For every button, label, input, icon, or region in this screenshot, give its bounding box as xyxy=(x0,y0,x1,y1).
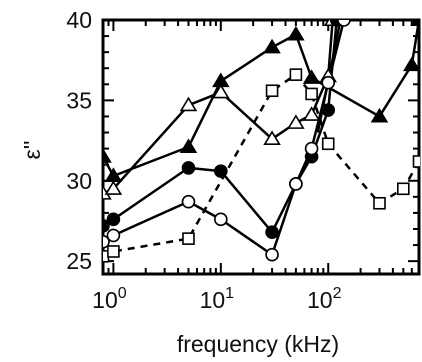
data-point-series-2 xyxy=(321,103,336,117)
data-point-series-3 xyxy=(214,212,228,227)
data-point-series-3 xyxy=(103,235,110,249)
data-point-series-0 xyxy=(103,148,112,163)
data-point-series-4 xyxy=(107,245,120,258)
data-point-series-4 xyxy=(182,232,195,245)
data-point-series-0 xyxy=(179,138,198,154)
y-tick-label: 35 xyxy=(66,87,92,113)
data-point-series-0 xyxy=(287,25,305,41)
data-point-series-3 xyxy=(289,177,303,191)
x-tick-label: 102 xyxy=(307,285,342,313)
data-point-series-0 xyxy=(302,69,321,84)
data-point-series-4 xyxy=(305,87,318,101)
data-point-series-4 xyxy=(412,155,420,168)
series-markers xyxy=(103,20,420,263)
data-point-series-0 xyxy=(410,20,420,27)
data-point-series-1 xyxy=(179,96,198,112)
y-tick-label: 30 xyxy=(66,168,92,194)
data-point-series-1 xyxy=(263,130,281,146)
data-point-series-2 xyxy=(214,164,228,178)
x-axis-label: frequency (kHz) xyxy=(177,331,339,357)
data-point-series-1 xyxy=(287,114,305,129)
y-axis-label: ε'' xyxy=(19,140,45,159)
series-line-4 xyxy=(103,73,420,258)
data-point-series-0 xyxy=(403,56,420,72)
x-tick-label: 101 xyxy=(200,285,235,313)
x-tick-label: 100 xyxy=(92,285,127,313)
data-point-series-1 xyxy=(212,83,230,99)
data-point-series-3 xyxy=(337,20,351,27)
data-point-series-3 xyxy=(106,228,121,243)
data-point-series-3 xyxy=(321,75,336,90)
data-point-series-2 xyxy=(181,161,196,175)
data-point-series-4 xyxy=(265,84,279,98)
data-point-series-4 xyxy=(321,137,335,151)
data-point-series-3 xyxy=(265,247,279,262)
y-tick-label: 40 xyxy=(66,7,92,33)
tick-labels: 100 101 102 25 30 35 40 xyxy=(66,7,341,313)
series-lines xyxy=(103,20,420,258)
data-point-series-2 xyxy=(265,225,279,240)
plot-frame xyxy=(101,18,421,276)
data-point-series-4 xyxy=(397,182,410,196)
data-point-series-4 xyxy=(373,196,386,210)
data-point-series-2 xyxy=(106,212,121,227)
data-point-series-1 xyxy=(104,180,123,195)
data-point-series-4 xyxy=(289,68,303,81)
series-line-0 xyxy=(103,20,420,178)
data-point-series-3 xyxy=(181,194,196,209)
data-point-series-3 xyxy=(304,141,319,156)
y-tick-label: 25 xyxy=(66,248,92,274)
data-point-series-2 xyxy=(103,218,110,233)
data-point-series-0 xyxy=(370,107,389,123)
data-point-series-1 xyxy=(302,106,321,121)
data-point-series-4 xyxy=(103,250,110,263)
data-point-series-0 xyxy=(263,38,281,54)
